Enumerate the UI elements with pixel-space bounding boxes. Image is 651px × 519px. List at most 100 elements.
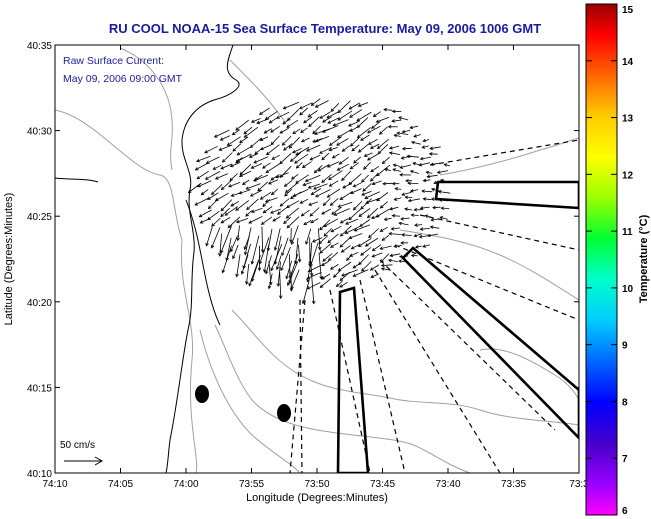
- current-vector-head: [333, 274, 337, 278]
- current-vector: [391, 119, 402, 122]
- current-vector: [380, 201, 388, 209]
- current-vector: [283, 216, 291, 224]
- current-vector-head: [419, 227, 424, 231]
- current-vector: [415, 245, 422, 248]
- current-vector-head: [283, 183, 288, 187]
- current-vector: [211, 184, 223, 195]
- current-vector: [311, 274, 315, 304]
- current-vector: [427, 174, 438, 178]
- current-vector-head: [238, 191, 243, 195]
- current-vector-head: [398, 221, 402, 226]
- current-vector: [330, 198, 339, 206]
- current-vector-head: [248, 282, 252, 287]
- current-vector: [309, 253, 313, 276]
- current-vector: [292, 128, 301, 134]
- current-vector-head: [323, 223, 327, 228]
- x-tick-label: 73:55: [239, 479, 264, 490]
- current-vector-head: [331, 211, 335, 215]
- current-vector: [251, 118, 261, 123]
- coastline: [55, 45, 240, 473]
- current-vector: [321, 273, 331, 280]
- current-vector: [357, 117, 369, 128]
- current-vector: [401, 234, 412, 236]
- colorbar-tick-label: 10: [622, 284, 634, 295]
- contour-line: [199, 329, 301, 473]
- current-vector: [372, 244, 382, 252]
- current-vector-head: [398, 259, 402, 263]
- current-vector-head: [229, 177, 234, 182]
- current-vector: [321, 173, 332, 183]
- x-tick-label: 73:45: [370, 479, 395, 490]
- contour-line: [479, 348, 579, 401]
- current-vector-head: [360, 252, 364, 256]
- current-vector-head: [428, 152, 433, 156]
- current-vector-head: [370, 274, 375, 278]
- current-vector: [382, 156, 390, 164]
- current-vector-head: [352, 273, 357, 277]
- current-vector-head: [205, 160, 210, 164]
- current-vector: [439, 216, 448, 220]
- current-vector-head: [256, 120, 261, 125]
- colorbar-gradient: [585, 3, 618, 516]
- current-vector: [236, 218, 249, 223]
- current-vector-head: [333, 212, 338, 216]
- current-vector: [222, 245, 232, 273]
- radial-line: [359, 279, 406, 473]
- current-vector-head: [270, 141, 275, 146]
- current-vector-head: [388, 232, 392, 236]
- current-vector-head: [349, 165, 354, 170]
- current-vector: [331, 206, 342, 215]
- current-vector: [308, 183, 321, 189]
- current-vector: [367, 125, 381, 134]
- colorbar-tick-label: 14: [622, 57, 634, 68]
- current-vector: [261, 226, 264, 253]
- current-vector: [426, 171, 433, 174]
- current-vector-head: [313, 131, 318, 135]
- current-vector-head: [236, 151, 241, 156]
- current-vector: [294, 153, 309, 164]
- current-vector-head: [379, 246, 384, 250]
- current-vector: [376, 164, 391, 177]
- current-vector-head: [384, 168, 388, 172]
- current-vector: [292, 148, 302, 153]
- current-vector-head: [425, 170, 430, 175]
- current-vector-head: [288, 145, 293, 149]
- current-vector: [315, 136, 330, 142]
- current-vector-head: [245, 186, 250, 190]
- current-vector-head: [337, 117, 342, 121]
- current-vector-head: [327, 239, 331, 244]
- current-vector: [342, 145, 351, 152]
- current-vector: [243, 126, 253, 135]
- current-vector: [400, 217, 410, 220]
- current-vector-head: [262, 165, 266, 169]
- current-vector-head: [239, 139, 243, 144]
- current-vector: [301, 209, 310, 217]
- current-vector: [293, 189, 309, 197]
- current-vector: [421, 190, 433, 193]
- current-vector: [326, 111, 339, 119]
- current-vector: [253, 156, 269, 164]
- current-vector-head: [305, 241, 309, 245]
- beam-outline: [401, 246, 579, 440]
- current-vector: [321, 208, 331, 215]
- current-vector: [308, 264, 322, 272]
- current-vector-head: [349, 253, 353, 257]
- current-vector: [260, 136, 269, 141]
- scale-label: 50 cm/s: [60, 440, 95, 451]
- current-vector: [360, 247, 372, 256]
- current-vector-head: [214, 176, 219, 180]
- radial-line: [394, 244, 579, 321]
- current-vector-head: [292, 193, 297, 197]
- radial-dashed-lines: [289, 139, 579, 473]
- current-vector-head: [426, 233, 431, 238]
- current-vector-head: [321, 211, 325, 215]
- current-vector-head: [243, 246, 248, 250]
- current-vector-head: [432, 205, 436, 210]
- current-vector-head: [365, 200, 369, 204]
- current-vector-head: [275, 266, 280, 271]
- current-vector-head: [390, 226, 395, 231]
- current-vector-head: [213, 134, 218, 138]
- current-vector: [230, 235, 238, 252]
- current-vector-head: [363, 153, 368, 157]
- current-vector-head: [353, 159, 357, 164]
